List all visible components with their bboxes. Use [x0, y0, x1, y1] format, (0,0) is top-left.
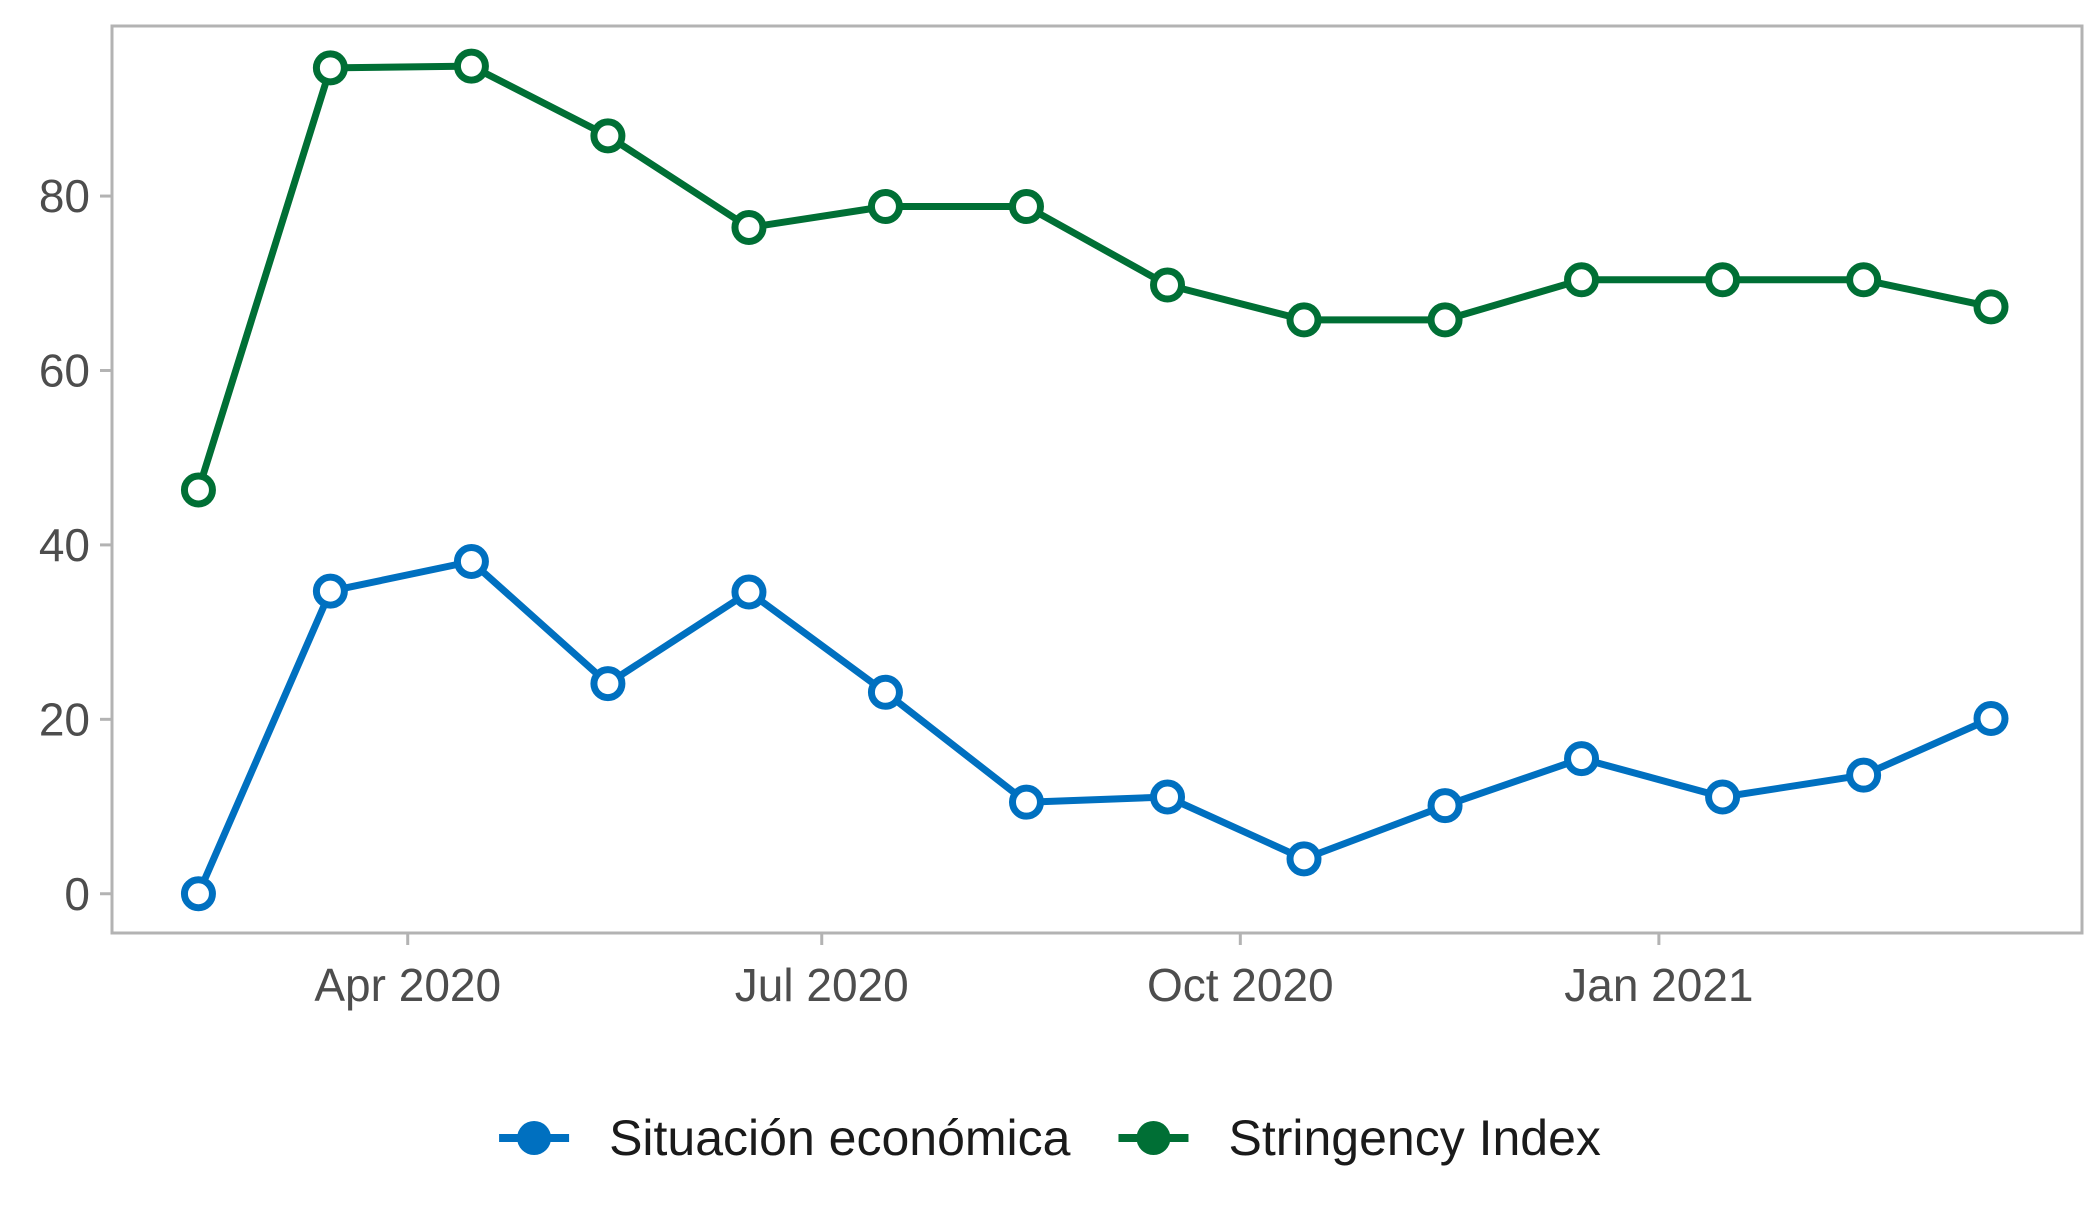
series-2-point [312, 50, 348, 86]
series-2-point [180, 472, 216, 508]
series-1 [180, 543, 2009, 912]
series-1-point [1286, 841, 1322, 877]
series-1-point [1008, 784, 1044, 820]
series-2-point [1973, 289, 2009, 325]
series-2-point [731, 209, 767, 245]
series-1-point [731, 574, 767, 610]
series-1-point [180, 876, 216, 912]
series-1-point [453, 543, 489, 579]
series-1-line [194, 558, 1995, 898]
series-1-point [1150, 779, 1186, 815]
series-2-point [867, 189, 903, 225]
legend-series-2-key-marker [1136, 1121, 1171, 1155]
x-tick-label: Oct 2020 [1147, 959, 1334, 1011]
y-tick-label: 0 [64, 868, 90, 920]
series-layer [180, 48, 2009, 912]
legend-series-1-key-marker [517, 1121, 552, 1155]
series-2-point [590, 118, 626, 154]
series-2-point [1150, 267, 1186, 303]
y-tick-label: 40 [39, 519, 90, 571]
x-axis: Apr 2020 Jul 2020 Oct 2020 Jan 2021 [314, 933, 1754, 1011]
series-1-point [312, 573, 348, 609]
series-1-point [1427, 788, 1463, 824]
y-axis: 0 20 40 60 80 [39, 170, 112, 920]
series-2-point [1008, 189, 1044, 225]
series-1-point [1846, 757, 1882, 793]
legend: Situación económica Stringency Index [499, 1110, 1601, 1166]
series-2 [180, 48, 2009, 508]
series-2-point [1564, 262, 1600, 298]
y-tick-label: 60 [39, 344, 90, 396]
series-2-line [194, 62, 1995, 494]
series-2-point [1286, 302, 1322, 338]
series-2-point [1427, 302, 1463, 338]
legend-label: Stringency Index [1228, 1110, 1600, 1166]
y-tick-label: 20 [39, 693, 90, 745]
series-2-point [453, 48, 489, 84]
x-tick-label: Jul 2020 [735, 959, 909, 1011]
legend-label: Situación económica [609, 1110, 1071, 1166]
series-2-point [1846, 262, 1882, 298]
y-tick-label: 80 [39, 170, 90, 222]
series-1-point [1973, 700, 2009, 736]
series-1-point [867, 674, 903, 710]
panel-border [110, 24, 2084, 935]
x-tick-label: Jan 2021 [1564, 959, 1753, 1011]
series-2-point [1705, 262, 1741, 298]
series-1-point [1705, 779, 1741, 815]
series-1-point [590, 666, 626, 702]
x-tick-label: Apr 2020 [314, 959, 501, 1011]
series-1-point [1564, 741, 1600, 777]
